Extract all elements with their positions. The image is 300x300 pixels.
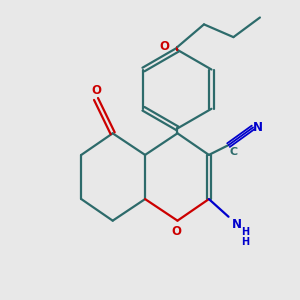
- Text: N: N: [253, 121, 263, 134]
- Text: O: O: [159, 40, 169, 53]
- Text: C: C: [230, 147, 238, 157]
- Text: O: O: [91, 84, 101, 97]
- Text: H: H: [241, 227, 249, 237]
- Text: H: H: [241, 237, 249, 248]
- Text: O: O: [171, 225, 181, 238]
- Text: N: N: [232, 218, 242, 231]
